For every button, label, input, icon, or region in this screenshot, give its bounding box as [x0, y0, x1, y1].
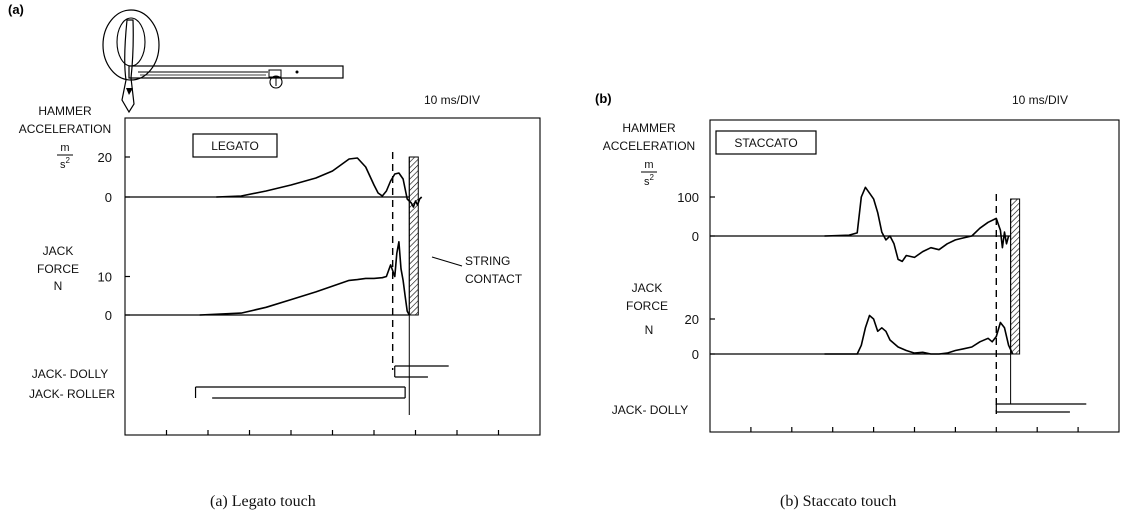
acc-label-line2: ACCELERATION	[19, 122, 111, 136]
string-contact-marker	[391, 152, 419, 415]
string-contact-bar	[408, 156, 419, 316]
caption-a: (a) Legato touch	[210, 493, 316, 510]
force-label-unit: N	[645, 323, 654, 337]
panel-b-staccato: (b) 10 ms/DIV STACCATO HAMMER ACCELERATI…	[595, 91, 1120, 510]
touch-label: STACCATO	[734, 136, 797, 150]
touch-label-box	[715, 130, 817, 155]
traces	[125, 156, 423, 316]
acc-unit-num: m	[644, 159, 653, 171]
acc-unit-den: s2	[60, 156, 71, 171]
touch-label: LEGATO	[211, 139, 259, 153]
acc-unit-num: m	[60, 142, 69, 154]
jack-roller-label: JACK- ROLLER	[29, 387, 115, 401]
y-tick-label: 10	[98, 270, 112, 285]
hammer_acceleration-curve	[216, 157, 423, 208]
acc-label-line1: HAMMER	[38, 104, 92, 118]
string-contact-label-2: CONTACT	[465, 272, 523, 286]
plot-frame	[709, 119, 1120, 433]
contact-bars	[194, 365, 449, 399]
force-label-line1: JACK	[632, 281, 663, 295]
x-ticks	[750, 427, 1079, 432]
y-tick-label: 100	[677, 190, 699, 205]
contact-bars	[995, 403, 1087, 413]
acc-unit-den: s2	[644, 173, 655, 188]
string-contact-leader	[431, 256, 463, 267]
force-label-line1: JACK	[43, 244, 74, 258]
caption-b: (b) Staccato touch	[780, 493, 896, 510]
force-label-line2: FORCE	[37, 262, 79, 276]
acc-label-line2: ACCELERATION	[603, 139, 695, 153]
time-scale-label: 10 ms/DIV	[424, 93, 480, 107]
force-label-unit: N	[54, 279, 63, 293]
y-tick-label: 20	[98, 150, 112, 165]
panel-a-legato: (a) 10 ms/DIV LEGATO HAMMER ACCELERATION…	[8, 2, 541, 510]
panel-label-a: (a)	[8, 2, 24, 17]
y-tick-label: 0	[105, 308, 112, 323]
jack-dolly-label: JACK- DOLLY	[612, 403, 688, 417]
jack_force-curve	[824, 314, 1014, 355]
piano-action-sketch-icon	[102, 9, 344, 114]
y-tick-label: 20	[685, 312, 699, 327]
y-tick-labels: 0 20 0 10	[98, 150, 112, 323]
y-tick-label: 0	[105, 190, 112, 205]
acc-label-line1: HAMMER	[622, 121, 676, 135]
force-label-line2: FORCE	[626, 299, 668, 313]
touch-label-box	[192, 133, 278, 158]
y-tick-label: 0	[692, 347, 699, 362]
string-contact-label-1: STRING	[465, 254, 510, 268]
jack_force-curve	[199, 241, 411, 316]
string-contact-bar	[1010, 198, 1021, 355]
hammer_acceleration-curve	[824, 186, 1010, 263]
y-tick-labels: 0 100 0 20	[677, 190, 699, 362]
y-tick-label: 0	[692, 229, 699, 244]
panel-label-b: (b)	[595, 91, 612, 106]
time-scale-label: 10 ms/DIV	[1012, 93, 1068, 107]
traces	[710, 186, 1014, 355]
x-ticks	[165, 430, 500, 435]
jack-dolly-label: JACK- DOLLY	[32, 367, 108, 381]
string-contact-marker	[995, 194, 1021, 414]
